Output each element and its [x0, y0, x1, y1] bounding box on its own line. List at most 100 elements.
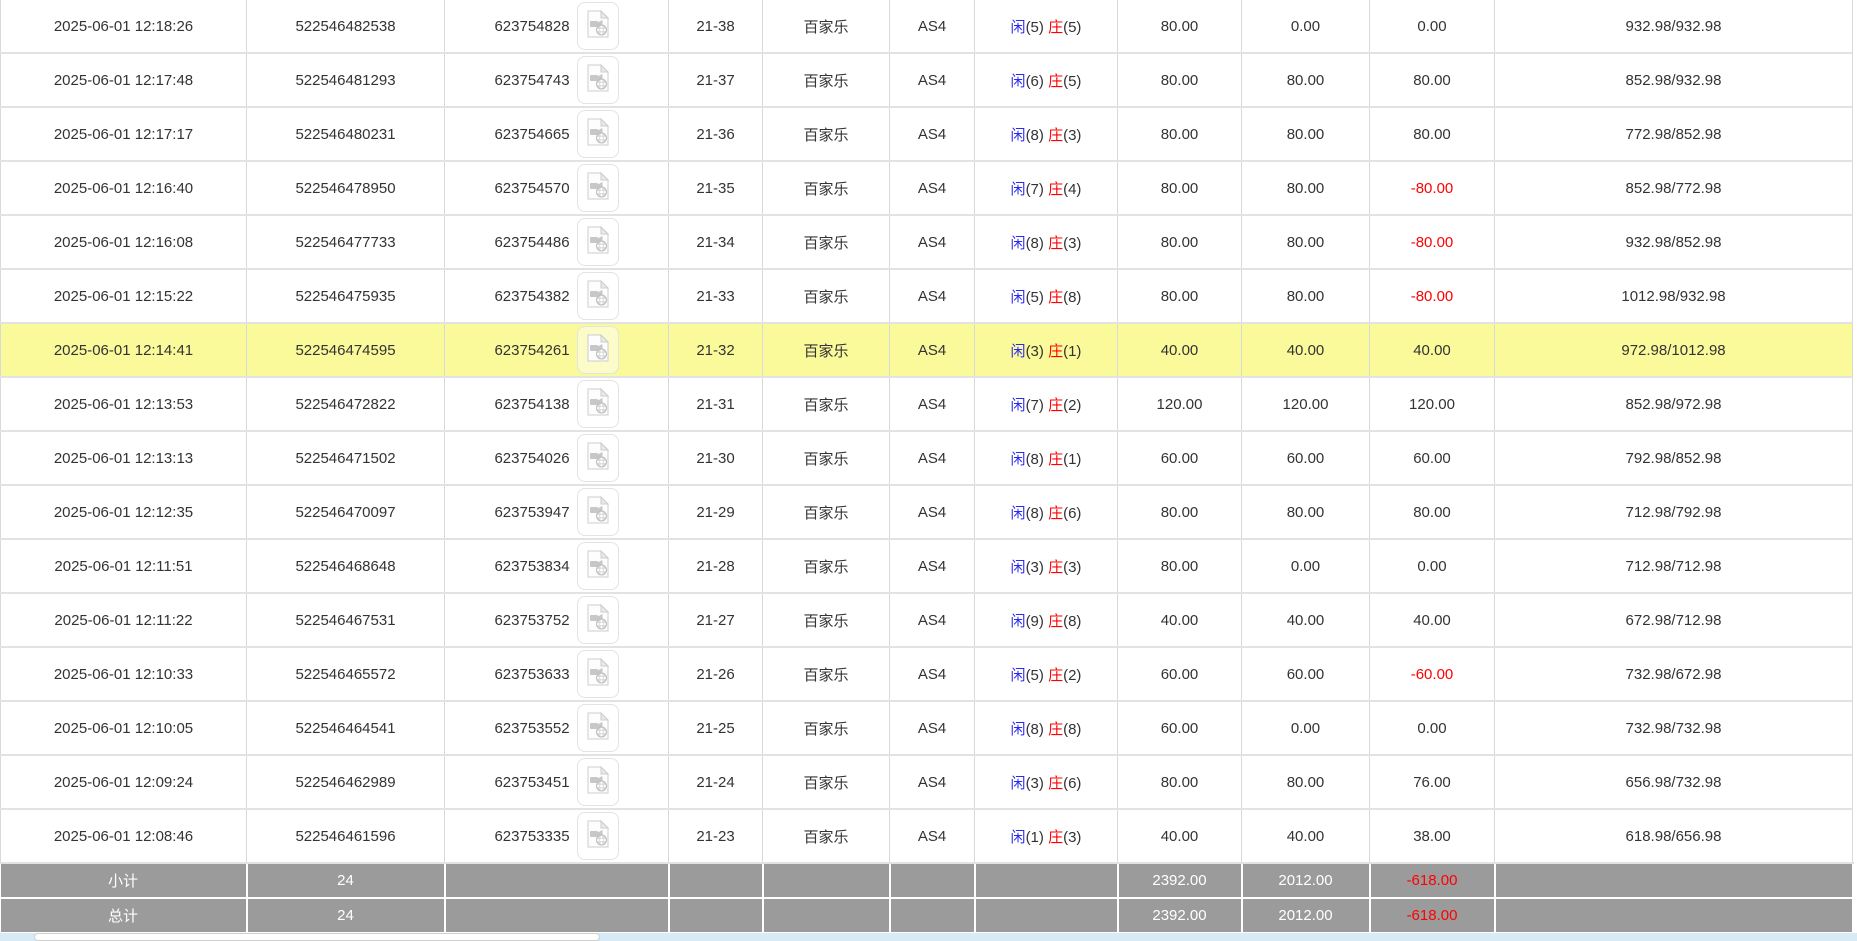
- cell-valid-bet: 40.00: [1241, 593, 1370, 648]
- table-row[interactable]: 2025-06-01 12:16:40 522546478950 623754570…: [0, 161, 1853, 216]
- cell-bet-amount[interactable]: 80.00: [1117, 0, 1242, 54]
- game-no-wrap: 623753947: [494, 488, 619, 536]
- game-no-value: 623754486: [494, 233, 570, 251]
- video-replay-button[interactable]: [576, 164, 619, 212]
- cell-result: 闲(1) 庄(3): [974, 809, 1118, 864]
- video-replay-button[interactable]: [576, 110, 619, 158]
- table-row[interactable]: 2025-06-01 12:10:05 522546464541 623753552…: [0, 701, 1853, 756]
- summary-valid-total: 2012.00: [1241, 898, 1371, 934]
- player-result-label: 闲: [1010, 720, 1026, 738]
- video-replay-button[interactable]: [576, 812, 619, 860]
- video-replay-button[interactable]: [576, 56, 619, 104]
- cell-round: 21-30: [668, 431, 763, 486]
- game-no-value: 623754026: [494, 449, 570, 467]
- cell-round: 21-23: [668, 809, 763, 864]
- video-replay-button[interactable]: [576, 704, 619, 752]
- table-row-highlighted[interactable]: 2025-06-01 12:14:41 522546474595 623754261…: [0, 323, 1853, 378]
- table-row[interactable]: 2025-06-01 12:13:53 522546472822 623754138…: [0, 377, 1853, 432]
- cell-bet-amount[interactable]: 80.00: [1117, 539, 1242, 594]
- table-row[interactable]: 2025-06-01 12:15:22 522546475935 623754382…: [0, 269, 1853, 324]
- video-file-icon: [586, 279, 610, 312]
- summary-empty-round: [668, 863, 764, 899]
- cell-bet-amount[interactable]: 60.00: [1117, 647, 1242, 702]
- table-row[interactable]: 2025-06-01 12:11:22 522546467531 623753752…: [0, 593, 1853, 648]
- player-result-label: 闲: [1010, 504, 1026, 522]
- cell-bet-amount[interactable]: 60.00: [1117, 701, 1242, 756]
- cell-winloss: -80.00: [1369, 161, 1495, 216]
- cell-table-code: AS4: [889, 107, 975, 162]
- player-result-label: 闲: [1010, 126, 1026, 144]
- summary-empty-game-no: [444, 863, 670, 899]
- table-row[interactable]: 2025-06-01 12:10:33 522546465572 623753633…: [0, 647, 1853, 702]
- banker-result-score: (1): [1063, 342, 1082, 360]
- cell-bet-amount[interactable]: 40.00: [1117, 323, 1242, 378]
- cell-game-type: 百家乐: [762, 323, 890, 378]
- table-row[interactable]: 2025-06-01 12:09:24 522546462989 623753451…: [0, 755, 1853, 810]
- banker-result-score: (8): [1063, 720, 1082, 738]
- table-row[interactable]: 2025-06-01 12:17:48 522546481293 623754743…: [0, 53, 1853, 108]
- cell-bet-amount[interactable]: 80.00: [1117, 755, 1242, 810]
- cell-table-code: AS4: [889, 215, 975, 270]
- cell-bet-amount[interactable]: 80.00: [1117, 215, 1242, 270]
- cell-bet-amount[interactable]: 80.00: [1117, 53, 1242, 108]
- cell-result: 闲(5) 庄(2): [974, 647, 1118, 702]
- video-file-icon: [586, 171, 610, 204]
- player-result-label: 闲: [1010, 180, 1026, 198]
- video-file-icon: [586, 549, 610, 582]
- cell-game-no: 623754570: [444, 161, 669, 216]
- table-row[interactable]: 2025-06-01 12:16:08 522546477733 623754486…: [0, 215, 1853, 270]
- cell-game-type: 百家乐: [762, 647, 890, 702]
- summary-empty-game-no: [444, 898, 670, 934]
- cell-bet-id: 522546467531: [246, 593, 445, 648]
- game-no-wrap: 623754828: [494, 2, 619, 50]
- video-replay-button[interactable]: [576, 272, 619, 320]
- table-row[interactable]: 2025-06-01 12:11:51 522546468648 623753834…: [0, 539, 1853, 594]
- game-no-wrap: 623753451: [494, 758, 619, 806]
- player-result-label: 闲: [1010, 72, 1026, 90]
- subtotal-row: 小计 24 2392.00 2012.00 -618.00: [0, 863, 1854, 899]
- table-row[interactable]: 2025-06-01 12:17:17 522546480231 623754665…: [0, 107, 1853, 162]
- video-replay-button[interactable]: [576, 488, 619, 536]
- horizontal-scrollbar[interactable]: [0, 933, 1857, 941]
- video-file-icon: [586, 225, 610, 258]
- cell-bet-amount[interactable]: 40.00: [1117, 593, 1242, 648]
- table-row[interactable]: 2025-06-01 12:13:13 522546471502 623754026…: [0, 431, 1853, 486]
- banker-result-score: (2): [1063, 666, 1082, 684]
- cell-bet-amount[interactable]: 60.00: [1117, 431, 1242, 486]
- cell-bet-amount[interactable]: 80.00: [1117, 485, 1242, 540]
- cell-game-no: 623753451: [444, 755, 669, 810]
- cell-bet-amount[interactable]: 40.00: [1117, 809, 1242, 864]
- cell-bet-amount[interactable]: 80.00: [1117, 107, 1242, 162]
- video-replay-button[interactable]: [576, 2, 619, 50]
- cell-valid-bet: 80.00: [1241, 107, 1370, 162]
- video-replay-button[interactable]: [576, 542, 619, 590]
- video-replay-button[interactable]: [576, 218, 619, 266]
- table-row[interactable]: 2025-06-01 12:12:35 522546470097 623753947…: [0, 485, 1853, 540]
- video-replay-button[interactable]: [576, 380, 619, 428]
- cell-balance: 932.98/932.98: [1494, 0, 1853, 54]
- video-replay-button[interactable]: [576, 596, 619, 644]
- cell-bet-amount[interactable]: 120.00: [1117, 377, 1242, 432]
- cell-result: 闲(3) 庄(1): [974, 323, 1118, 378]
- cell-game-no: 623753947: [444, 485, 669, 540]
- cell-game-no: 623754261: [444, 323, 669, 378]
- video-replay-button[interactable]: [576, 434, 619, 482]
- cell-balance: 732.98/672.98: [1494, 647, 1853, 702]
- banker-result-score: (5): [1063, 72, 1082, 90]
- table-row[interactable]: 2025-06-01 12:18:26 522546482538 623754828…: [0, 0, 1853, 54]
- cell-bet-amount[interactable]: 80.00: [1117, 161, 1242, 216]
- video-replay-button[interactable]: [576, 758, 619, 806]
- banker-result-label: 庄: [1048, 180, 1064, 198]
- cell-bet-time: 2025-06-01 12:14:41: [0, 323, 247, 378]
- video-replay-button[interactable]: [576, 326, 619, 374]
- cell-result: 闲(8) 庄(3): [974, 107, 1118, 162]
- summary-valid-total: 2012.00: [1241, 863, 1371, 899]
- scrollbar-thumb[interactable]: [34, 933, 600, 941]
- cell-table-code: AS4: [889, 0, 975, 54]
- cell-bet-amount[interactable]: 80.00: [1117, 269, 1242, 324]
- video-replay-button[interactable]: [576, 650, 619, 698]
- cell-bet-id: 522546465572: [246, 647, 445, 702]
- table-row[interactable]: 2025-06-01 12:08:46 522546461596 623753335…: [0, 809, 1853, 864]
- player-result-label: 闲: [1010, 828, 1026, 846]
